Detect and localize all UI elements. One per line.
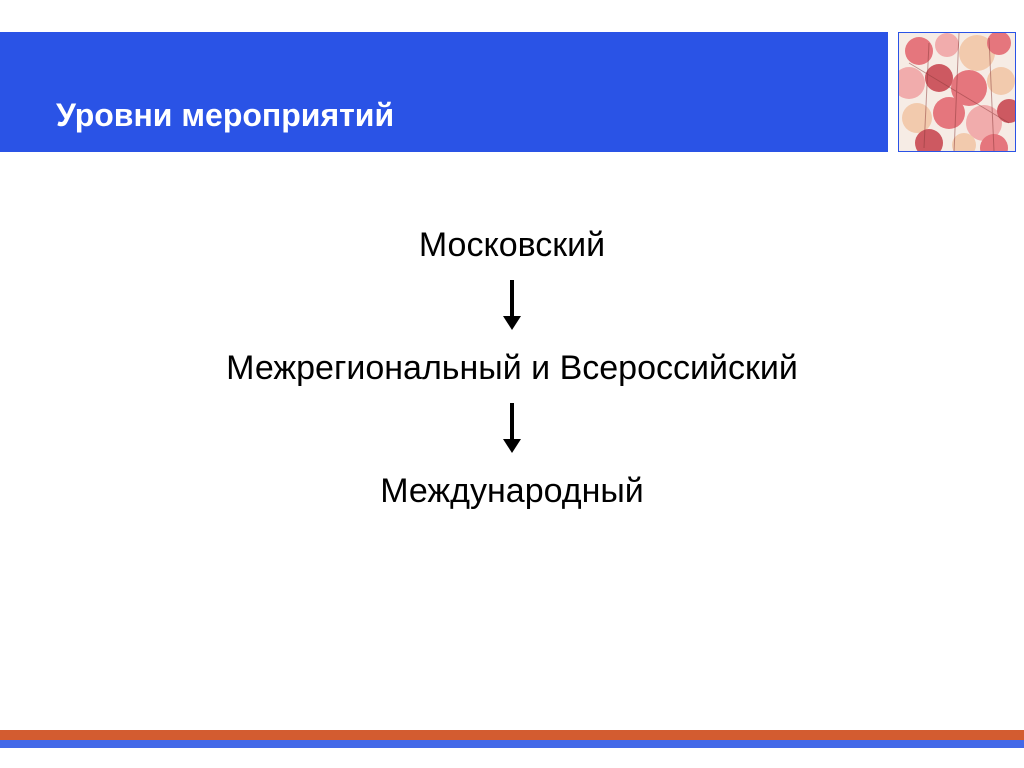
slide-title: Уровни мероприятий [56,97,394,134]
header-decorative-image [898,32,1016,152]
footer-bars [0,730,1024,748]
autumn-leaves-icon [899,33,1016,152]
down-arrow-icon [501,403,523,453]
header-bar: Уровни мероприятий [0,32,888,152]
level-item: Межрегиональный и Всероссийский [226,348,798,389]
level-item: Московский [419,225,605,266]
footer-bar-primary [0,740,1024,748]
level-item: Международный [380,471,644,512]
flow-diagram: Московский Межрегиональный и Всероссийски… [0,225,1024,511]
down-arrow-icon [501,280,523,330]
footer-bar-accent [0,730,1024,740]
slide-root: Уровни мероприятий [0,0,1024,768]
